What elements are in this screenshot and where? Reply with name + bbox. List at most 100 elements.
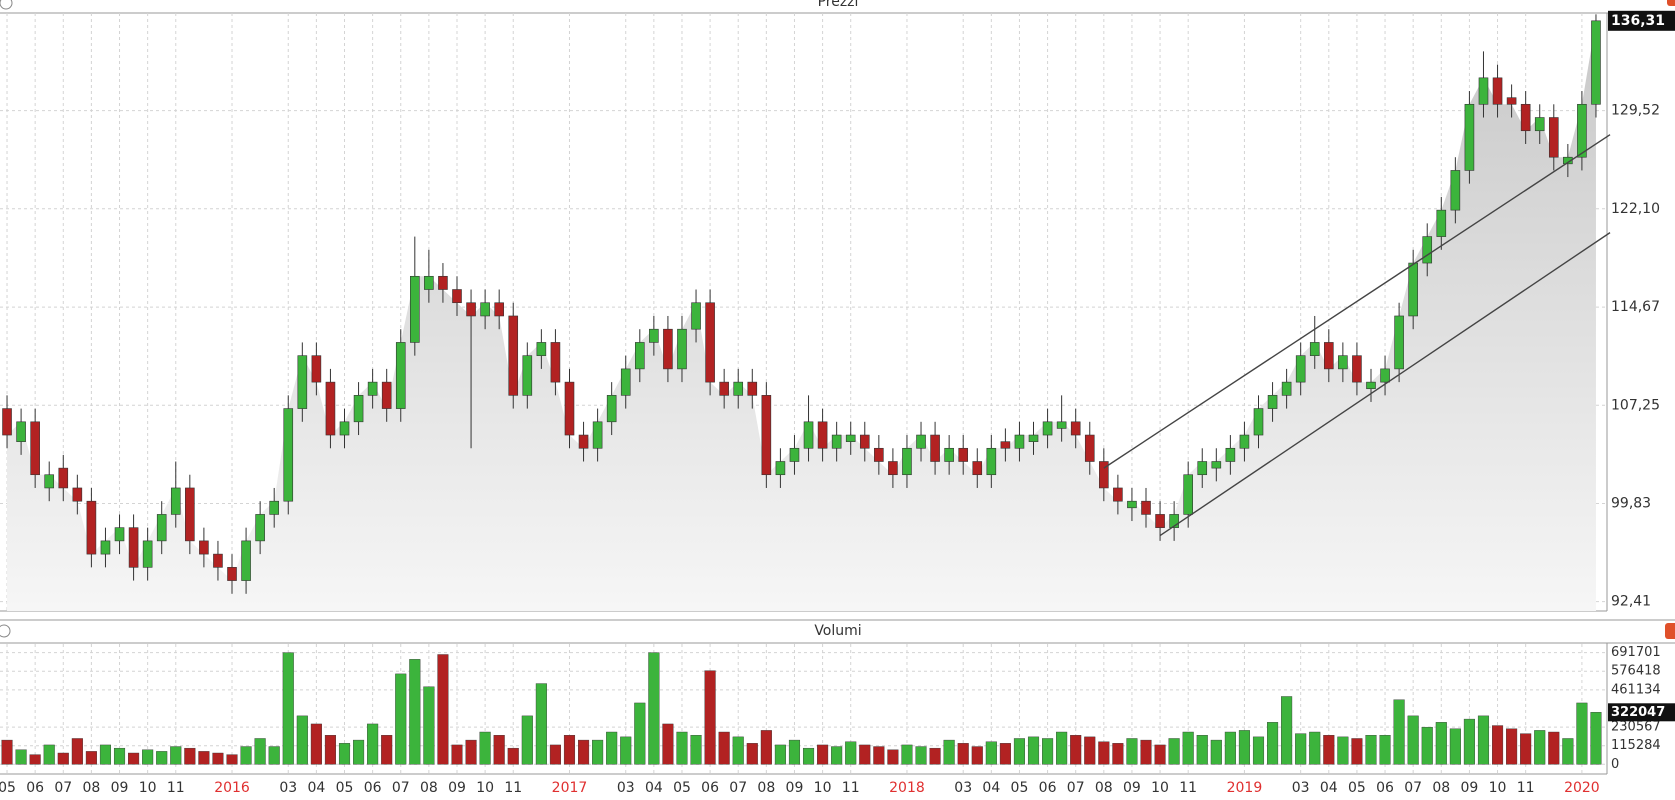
candle-body bbox=[142, 540, 153, 568]
close-icon[interactable] bbox=[1665, 623, 1675, 639]
candle-body bbox=[1422, 236, 1433, 264]
x-tick-label: 09 bbox=[448, 780, 466, 796]
candle-body bbox=[719, 381, 729, 396]
candle-body bbox=[761, 395, 772, 476]
candle-body bbox=[536, 342, 547, 356]
candle-body bbox=[564, 381, 575, 436]
panel-icon[interactable] bbox=[0, 624, 11, 638]
x-tick-label: 10 bbox=[1489, 780, 1507, 796]
volume-bar bbox=[1435, 722, 1447, 765]
volume-bar bbox=[760, 730, 772, 765]
candle-body bbox=[958, 447, 969, 462]
candle-body bbox=[592, 421, 603, 449]
candle-body bbox=[733, 381, 744, 396]
candle-body bbox=[1014, 434, 1025, 449]
x-tick-label: 03 bbox=[954, 780, 972, 796]
volume-bar bbox=[1576, 702, 1588, 765]
candle-body bbox=[930, 434, 940, 462]
volume-bar bbox=[746, 743, 758, 765]
volume-bar bbox=[1084, 736, 1096, 765]
x-tick-label: 06 bbox=[701, 780, 719, 796]
candle-body bbox=[1563, 156, 1573, 165]
x-tick-label: 03 bbox=[279, 780, 297, 796]
volume-bar bbox=[409, 659, 421, 765]
volume-bar bbox=[521, 715, 533, 765]
price-header: Prezzi bbox=[0, 0, 1675, 14]
candle-body bbox=[227, 567, 237, 581]
candle-body bbox=[1506, 97, 1517, 105]
x-tick-label: 10 bbox=[476, 780, 494, 796]
candle-body bbox=[944, 447, 954, 462]
volume-bar bbox=[282, 652, 294, 765]
candle-body bbox=[606, 395, 617, 423]
candle-body bbox=[424, 275, 434, 290]
x-tick-label: 07 bbox=[392, 780, 410, 796]
volume-bar bbox=[915, 746, 927, 765]
volume-bar bbox=[170, 746, 182, 765]
volume-bar bbox=[15, 749, 27, 765]
marks bbox=[1, 14, 1611, 765]
volume-bar bbox=[1196, 735, 1208, 765]
x-tick-label: 10 bbox=[139, 780, 157, 796]
x-tick-label: 04 bbox=[1320, 780, 1338, 796]
x-tick-label: 03 bbox=[1292, 780, 1310, 796]
volume-bar bbox=[845, 741, 857, 765]
y-tick-label: 691701 bbox=[1611, 645, 1661, 660]
x-tick-label: 05 bbox=[1011, 780, 1029, 796]
panel-title: Prezzi bbox=[818, 0, 859, 10]
volume-bar bbox=[690, 735, 702, 765]
candle-body bbox=[1141, 500, 1151, 515]
candle-body bbox=[1520, 103, 1531, 132]
x-tick-label: 10 bbox=[814, 780, 832, 796]
volume-bar bbox=[43, 744, 55, 765]
volume-bar bbox=[1013, 738, 1025, 765]
volume-bar bbox=[592, 739, 604, 765]
candle-body bbox=[1211, 461, 1222, 469]
x-tick-label: 09 bbox=[1123, 780, 1141, 796]
last-volume-label: 322047 bbox=[1611, 705, 1665, 720]
candle-body bbox=[1295, 355, 1306, 383]
volume-bar bbox=[901, 744, 913, 765]
candle-body bbox=[1155, 514, 1165, 528]
y-tick-label: 461134 bbox=[1611, 682, 1661, 697]
candle-body bbox=[663, 328, 673, 370]
volume-bar bbox=[1309, 731, 1321, 765]
volume-bar bbox=[29, 754, 41, 765]
candle-body bbox=[677, 328, 687, 370]
candle-body bbox=[353, 395, 364, 423]
candle-body bbox=[466, 302, 476, 317]
y-tick-label: 99,83 bbox=[1611, 495, 1651, 511]
panel-icon[interactable] bbox=[0, 0, 13, 10]
y-tick-label: 115284 bbox=[1611, 738, 1661, 753]
x-tick-label: 11 bbox=[842, 780, 860, 796]
candle-body bbox=[1000, 441, 1011, 449]
candle-body bbox=[213, 553, 223, 568]
candle-body bbox=[170, 487, 181, 515]
x-tick-label: 11 bbox=[504, 780, 522, 796]
x-tick-label: 05 bbox=[336, 780, 354, 796]
candle-body bbox=[494, 302, 504, 317]
volume-bar bbox=[212, 752, 224, 765]
volume-bar bbox=[873, 746, 885, 765]
close-icon[interactable] bbox=[1667, 0, 1675, 6]
volume-bar bbox=[943, 739, 955, 765]
volume-bar bbox=[1449, 728, 1461, 765]
volume-bar bbox=[1168, 738, 1180, 765]
volume-bar bbox=[1238, 730, 1250, 765]
volume-bar bbox=[549, 744, 561, 765]
x-tick-label: 10 bbox=[1151, 780, 1169, 796]
volume-bar bbox=[85, 751, 97, 765]
x-tick-label: 07 bbox=[1404, 780, 1422, 796]
volume-bar bbox=[1463, 718, 1475, 765]
volume-bar bbox=[324, 735, 336, 765]
volume-bar bbox=[268, 746, 280, 765]
volume-bar bbox=[1323, 735, 1335, 765]
y-tick-label: 0 bbox=[1611, 757, 1619, 772]
volume-bar bbox=[451, 744, 463, 765]
x-tick-label: 08 bbox=[82, 780, 100, 796]
y-tick-label: 576418 bbox=[1611, 664, 1661, 679]
candle-body bbox=[1084, 434, 1095, 462]
volume-bar bbox=[985, 741, 997, 765]
candle-body bbox=[438, 275, 448, 290]
